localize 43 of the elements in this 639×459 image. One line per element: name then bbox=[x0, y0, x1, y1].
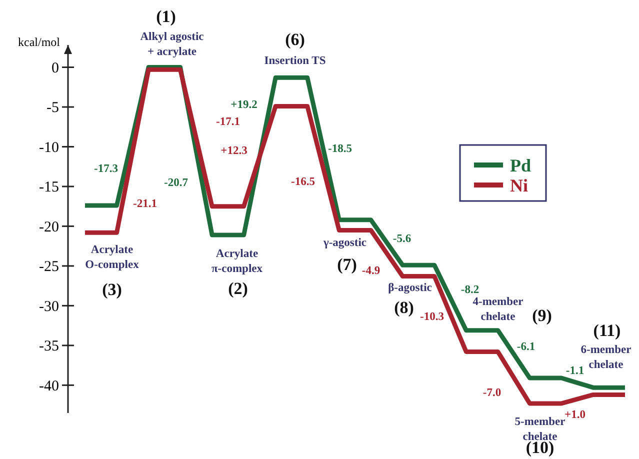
annotation: γ-agostic bbox=[322, 237, 367, 249]
annotation: -5.6 bbox=[392, 233, 412, 245]
annotation: Insertion TS bbox=[264, 55, 326, 67]
y-tick-label: -20 bbox=[39, 219, 59, 236]
y-tick-label: -30 bbox=[39, 298, 59, 315]
annotation: (6) bbox=[285, 30, 305, 49]
y-tick-label: -10 bbox=[39, 140, 59, 156]
annotation: -1.1 bbox=[566, 365, 584, 377]
annotation: Acrylate π-complex bbox=[211, 248, 263, 275]
annotation: -21.1 bbox=[133, 198, 158, 210]
annotation: -4.9 bbox=[362, 265, 380, 277]
annotation: -17.3 bbox=[94, 163, 118, 175]
annotation: -18.5 bbox=[328, 143, 352, 155]
annotation: Acrylate O-complex bbox=[85, 244, 140, 271]
annotation: (9) bbox=[532, 306, 552, 325]
annotation: Alkyl agostic + acrylate bbox=[140, 31, 204, 58]
y-axis-title: kcal/mol bbox=[18, 35, 61, 49]
annotation: -16.5 bbox=[291, 176, 316, 188]
annotation: -10.3 bbox=[420, 311, 444, 323]
y-tick-label: -5 bbox=[46, 100, 59, 116]
annotation: β-agostic bbox=[388, 282, 432, 294]
annotation: -20.7 bbox=[164, 177, 188, 189]
annotation: +19.2 bbox=[230, 99, 258, 111]
annotation: 4-member chelate bbox=[472, 296, 524, 323]
annotation: -8.2 bbox=[460, 284, 480, 296]
annotation: (11) bbox=[593, 321, 621, 340]
y-tick-label: -25 bbox=[39, 259, 59, 276]
annotation: (7) bbox=[337, 255, 357, 274]
annotation: -7.0 bbox=[482, 387, 502, 399]
annotation: +1.0 bbox=[564, 409, 586, 421]
annotation: -17.1 bbox=[216, 116, 240, 128]
annotation: (2) bbox=[228, 279, 248, 298]
annotation: +12.3 bbox=[220, 145, 248, 157]
y-tick-label: 0 bbox=[52, 60, 59, 77]
annotation: (8) bbox=[394, 298, 414, 317]
y-tick-label: -35 bbox=[39, 338, 59, 355]
annotation: -6.1 bbox=[516, 341, 536, 353]
y-tick-label: -40 bbox=[39, 378, 59, 394]
legend-label: Ni bbox=[510, 175, 528, 196]
y-tick-label: -15 bbox=[39, 180, 59, 196]
legend-label: Pd bbox=[510, 155, 532, 176]
text: (1) bbox=[156, 7, 176, 26]
annotation: (3) bbox=[102, 280, 122, 299]
